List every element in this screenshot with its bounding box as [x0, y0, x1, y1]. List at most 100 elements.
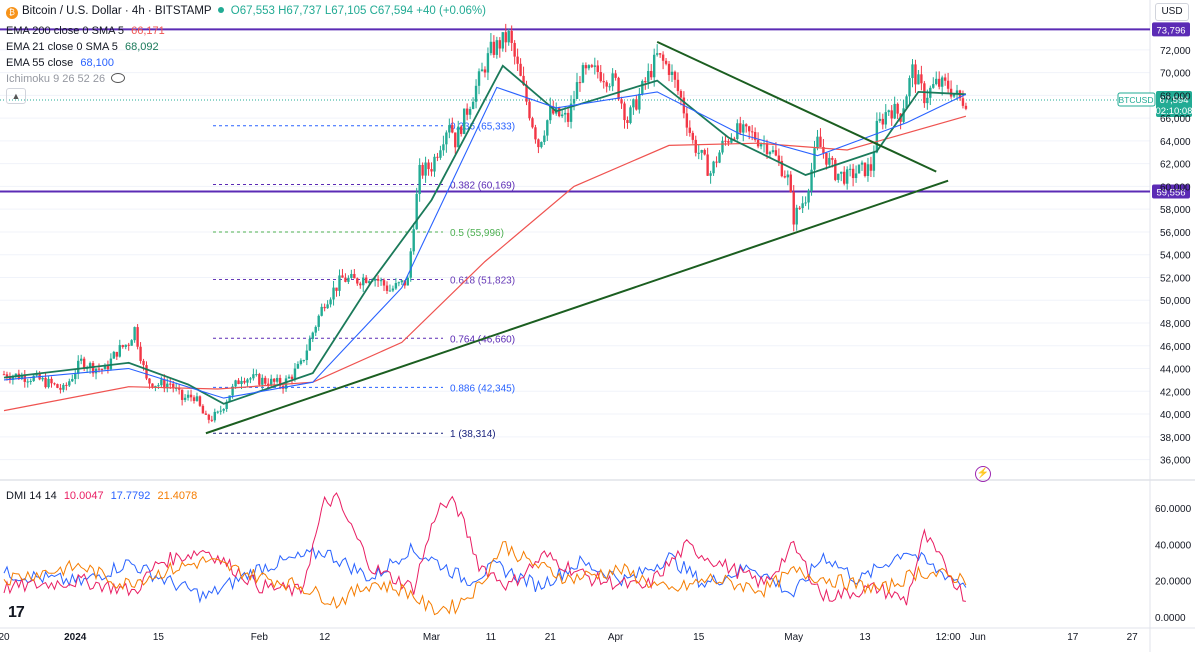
candle-body	[780, 160, 784, 177]
ema21-legend[interactable]: EMA 21 close 0 SMA 5 68,092	[6, 40, 159, 54]
candle-body	[955, 90, 959, 94]
candle-body	[23, 375, 26, 382]
candle-body	[531, 118, 534, 128]
candle-body	[587, 65, 591, 69]
candle-body	[742, 124, 745, 133]
candle-body	[869, 164, 873, 171]
ema55-value: 68,100	[80, 57, 114, 69]
candle-body	[71, 379, 74, 382]
fib-label: 0.382 (60,169)	[450, 180, 515, 191]
candle-body	[483, 69, 487, 73]
candle-body	[11, 376, 15, 380]
price-tag: 67,594	[1159, 95, 1188, 106]
candle-body	[359, 283, 362, 286]
candle-body	[658, 53, 662, 55]
candle-body	[629, 107, 632, 123]
candle-body	[118, 345, 121, 357]
symbol-header[interactable]: ₿ Bitcoin / U.S. Dollar · 4h · BITSTAMP O…	[6, 4, 486, 19]
candle-body	[857, 164, 861, 174]
candle-body	[249, 378, 252, 380]
price-tick-label: 50,000	[1160, 296, 1191, 307]
candle-body	[884, 112, 887, 125]
time-axis: 20 2024 15 Feb 12 Mar 11 21 Apr 15 May 13 12:00 Jun 17…	[0, 632, 1138, 643]
candle-body	[388, 290, 392, 292]
candle-body	[474, 85, 478, 102]
candle-body	[59, 387, 62, 390]
price-tag-box	[1156, 90, 1192, 117]
candle-body	[341, 275, 344, 278]
candle-body	[148, 378, 151, 384]
candle-body	[82, 358, 86, 369]
candle-body	[270, 378, 273, 386]
candle-body	[5, 374, 9, 378]
candle-body	[679, 91, 683, 98]
candle-body	[326, 304, 329, 309]
candle-body	[617, 77, 620, 100]
candle-body	[902, 108, 905, 122]
ema55-legend[interactable]: EMA 55 close 68,100	[6, 56, 114, 70]
collapse-legend-button[interactable]: ▲	[6, 88, 26, 104]
dmi-tick-label: 20.0000	[1155, 577, 1192, 588]
dmi-legend[interactable]: DMI 14 14 10.0047 17.7792 21.4078	[6, 489, 197, 503]
candle-body	[151, 383, 154, 388]
eye-hidden-icon[interactable]	[111, 73, 126, 83]
candle-body	[688, 127, 692, 133]
candle-body	[783, 176, 787, 178]
candle-body	[546, 120, 549, 136]
candle-body	[507, 30, 510, 43]
candle-body	[454, 132, 457, 148]
candle-body	[724, 140, 727, 142]
candle-body	[620, 99, 623, 104]
price-tick-label: 68,000	[1160, 91, 1191, 102]
candle-body	[753, 132, 757, 140]
price-tick-label: 42,000	[1160, 387, 1191, 398]
candle-body	[74, 373, 77, 380]
candle-body	[246, 379, 249, 383]
fib-label: 0.236 (65,333)	[450, 122, 515, 133]
candle-body	[53, 383, 56, 385]
candle-body	[647, 70, 650, 83]
candle-body	[949, 88, 953, 97]
candle-body	[605, 82, 608, 87]
time-tick-label: Mar	[423, 632, 441, 643]
candle-body	[486, 53, 490, 73]
candle-body	[664, 60, 668, 64]
fib-label: 1 (38,314)	[450, 429, 496, 440]
candle-body	[590, 65, 594, 67]
trendlines	[205, 40, 949, 435]
time-tick-label: Jun	[970, 632, 986, 643]
ichimoku-legend[interactable]: Ichimoku 9 26 52 26	[6, 72, 126, 86]
dmi-tick-label: 40.0000	[1155, 540, 1192, 551]
ema-lines	[3, 64, 967, 412]
candle-body	[667, 63, 671, 75]
candle-body	[445, 132, 448, 145]
candle-body	[403, 280, 407, 286]
candle-body	[207, 414, 211, 420]
candle-body	[394, 283, 398, 289]
candle-body	[344, 277, 347, 282]
candle-body	[391, 288, 395, 291]
tradingview-logo: 17	[8, 604, 25, 621]
candle-body	[917, 74, 920, 85]
candle-body	[739, 123, 742, 133]
candle-body	[145, 365, 148, 379]
candle-body	[543, 135, 546, 143]
currency-button[interactable]: USD	[1155, 3, 1189, 21]
time-tick-label: 17	[1067, 632, 1079, 643]
candle-body	[424, 162, 427, 176]
candle-body	[890, 110, 893, 119]
flash-icon[interactable]: ⚡	[975, 466, 991, 482]
candle-body	[843, 171, 846, 184]
candle-body	[442, 144, 445, 151]
ema200-legend[interactable]: EMA 200 close 0 SMA 5 66,171	[6, 24, 165, 38]
candle-body	[700, 150, 703, 153]
time-tick-label: 13	[859, 632, 871, 643]
candle-body	[623, 103, 626, 121]
candle-body	[353, 273, 356, 279]
candle-body	[296, 363, 300, 369]
dmi-tick-label: 0.0000	[1155, 613, 1186, 624]
candle-body	[106, 364, 110, 370]
candle-body	[130, 340, 133, 346]
candle-body	[121, 345, 124, 347]
